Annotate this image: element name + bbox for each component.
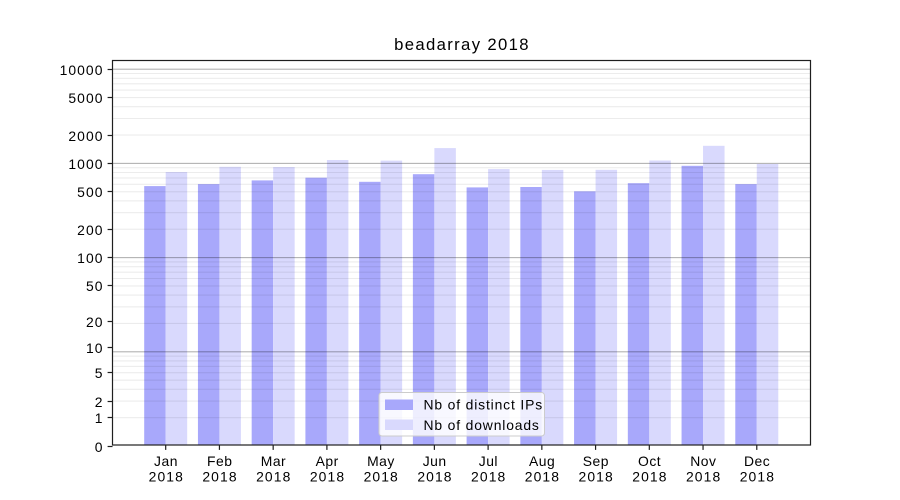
svg-text:2018: 2018 <box>525 468 560 484</box>
svg-text:2018: 2018 <box>256 468 291 484</box>
svg-text:2018: 2018 <box>686 468 721 484</box>
svg-text:Jan: Jan <box>154 453 178 469</box>
svg-text:Oct: Oct <box>638 453 661 469</box>
svg-text:20: 20 <box>86 314 104 330</box>
svg-text:Nb of distinct IPs: Nb of distinct IPs <box>424 396 544 412</box>
svg-text:10: 10 <box>86 340 104 356</box>
svg-text:2: 2 <box>95 394 104 410</box>
svg-text:1: 1 <box>95 410 104 426</box>
svg-text:10000: 10000 <box>60 62 104 78</box>
svg-text:2000: 2000 <box>68 128 103 144</box>
svg-text:2018: 2018 <box>632 468 667 484</box>
svg-text:2018: 2018 <box>149 468 184 484</box>
svg-text:Aug: Aug <box>529 453 555 469</box>
svg-text:2018: 2018 <box>364 468 399 484</box>
svg-text:Mar: Mar <box>261 453 286 469</box>
svg-text:5: 5 <box>95 365 104 381</box>
svg-text:Nb of downloads: Nb of downloads <box>424 417 540 433</box>
svg-text:200: 200 <box>77 222 103 238</box>
svg-text:Jul: Jul <box>479 453 498 469</box>
svg-text:Sep: Sep <box>583 453 609 469</box>
svg-text:5000: 5000 <box>68 90 103 106</box>
svg-text:100: 100 <box>77 250 103 266</box>
svg-text:2018: 2018 <box>202 468 237 484</box>
svg-text:0: 0 <box>95 439 104 455</box>
svg-text:Apr: Apr <box>316 453 339 469</box>
svg-text:500: 500 <box>77 184 103 200</box>
svg-text:Feb: Feb <box>207 453 232 469</box>
svg-text:beadarray 2018: beadarray 2018 <box>394 35 530 54</box>
svg-text:50: 50 <box>86 278 104 294</box>
svg-text:2018: 2018 <box>310 468 345 484</box>
svg-text:2018: 2018 <box>471 468 506 484</box>
svg-text:Dec: Dec <box>744 453 770 469</box>
svg-text:Nov: Nov <box>690 453 716 469</box>
svg-text:1000: 1000 <box>68 156 103 172</box>
svg-text:2018: 2018 <box>740 468 775 484</box>
svg-text:2018: 2018 <box>417 468 452 484</box>
svg-text:May: May <box>367 453 395 469</box>
svg-text:Jun: Jun <box>423 453 447 469</box>
svg-text:2018: 2018 <box>579 468 614 484</box>
